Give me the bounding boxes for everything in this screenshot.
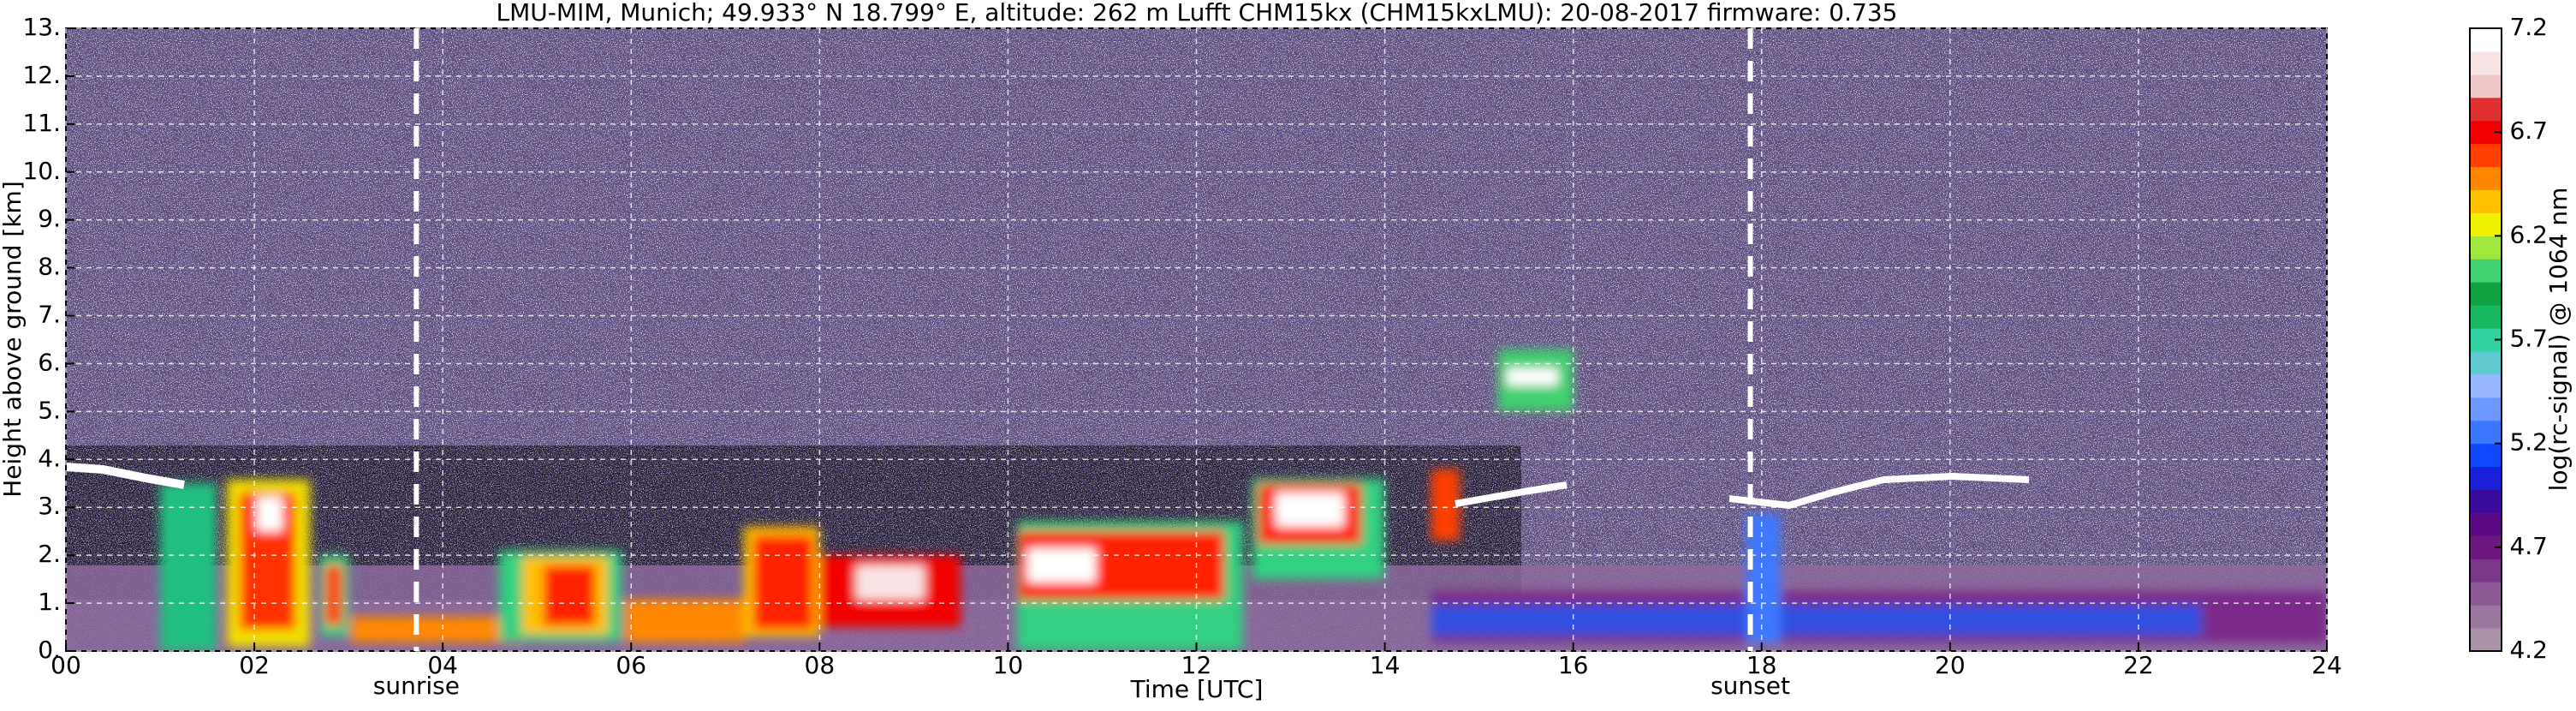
y-tick-label: 9. — [38, 205, 61, 233]
colorbar-swatch — [2470, 51, 2502, 75]
x-tick-label: 22 — [2123, 651, 2154, 679]
x-axis-label: Time [UTC] — [1130, 675, 1264, 703]
cloud — [1431, 469, 1460, 541]
cloud-top — [1728, 472, 2030, 510]
y-tick-label: 11. — [22, 109, 61, 137]
colorbar-swatch — [2470, 212, 2502, 236]
cloud — [257, 497, 283, 531]
colorbar-swatch — [2470, 236, 2502, 260]
y-tick-label: 6. — [38, 348, 61, 376]
colorbar-swatch — [2470, 466, 2502, 491]
y-tick-label: 5. — [38, 396, 61, 424]
annotation-label: sunrise — [373, 672, 460, 700]
colorbar-tick-label: 4.7 — [2509, 532, 2548, 560]
cloud — [625, 600, 745, 642]
colorbar-swatch — [2470, 489, 2502, 513]
y-tick-label: 3. — [38, 492, 61, 520]
cloud — [160, 483, 217, 651]
cloud — [1276, 493, 1344, 527]
colorbar-swatch — [2470, 305, 2502, 329]
colorbar-swatch — [2470, 443, 2502, 468]
colorbar-tick-label: 6.7 — [2509, 117, 2548, 145]
y-tick-label: 10. — [22, 157, 61, 185]
colorbar-swatch — [2470, 259, 2502, 283]
y-tick-label: 1. — [38, 588, 61, 616]
y-tick-label: 2. — [38, 540, 61, 568]
colorbar-swatch — [2470, 166, 2502, 190]
y-tick-label: 12. — [22, 61, 61, 89]
features — [160, 350, 2327, 651]
colorbar-swatch — [2470, 350, 2502, 375]
layer — [1431, 605, 2202, 636]
cloud — [753, 535, 813, 630]
colorbar-swatch — [2470, 582, 2502, 606]
colorbar-swatch — [2470, 282, 2502, 306]
cloud — [856, 565, 925, 600]
cloud — [351, 617, 522, 642]
cloud — [1507, 368, 1558, 385]
x-tick-label: 14 — [1370, 651, 1401, 679]
y-tick-label: 13. — [22, 13, 61, 41]
x-tick-label: 08 — [805, 651, 836, 679]
colorbar-swatch — [2470, 397, 2502, 421]
colorbar-swatch — [2470, 628, 2502, 652]
cloud — [544, 565, 595, 625]
x-tick-label: 16 — [1558, 651, 1589, 679]
cloud — [1027, 548, 1096, 583]
colorbar-swatch — [2470, 420, 2502, 445]
colorbar-swatch — [2470, 512, 2502, 536]
colorbar-swatch — [2470, 189, 2502, 213]
colorbar-label: log(rc-signal) @ 1064 nm — [2544, 188, 2573, 492]
x-tick-label: 20 — [1935, 651, 1966, 679]
x-tick-label: 04 — [427, 651, 458, 679]
colorbar-tick-label: 7.2 — [2509, 13, 2548, 41]
colorbar-tick-label: 4.2 — [2509, 636, 2548, 664]
colorbar-swatch — [2470, 97, 2502, 122]
colorbar-swatch — [2470, 28, 2502, 52]
colorbar-tick-label: 6.2 — [2509, 220, 2548, 248]
colorbar-swatch — [2470, 605, 2502, 629]
x-tick-label: 02 — [239, 651, 270, 679]
colorbar-swatch — [2470, 373, 2502, 398]
colorbar-tick-label: 5.2 — [2509, 428, 2548, 457]
y-tick-label: 7. — [38, 301, 61, 329]
y-tick-label: 8. — [38, 253, 61, 281]
colorbar-tick-label: 5.7 — [2509, 325, 2548, 353]
chart-title: LMU-MIM, Munich; 49.933° N 18.799° E, al… — [497, 0, 1898, 27]
colorbar-swatch — [2470, 74, 2502, 99]
x-tick-label: 12 — [1181, 651, 1212, 679]
annotation-label: sunset — [1710, 672, 1790, 700]
colorbar-swatch — [2470, 559, 2502, 583]
colorbar-swatch — [2470, 143, 2502, 168]
x-tick-label: 00 — [51, 651, 81, 679]
cloud-top — [1455, 481, 1568, 507]
y-tick-label: 0. — [38, 636, 61, 664]
cloud — [325, 565, 342, 625]
x-tick-label: 10 — [993, 651, 1024, 679]
y-tick-label: 4. — [38, 444, 61, 472]
x-tick-label: 06 — [616, 651, 646, 679]
cloud-top — [66, 463, 185, 489]
x-tick-label: 24 — [2311, 651, 2342, 679]
y-axis-label: Height above ground [km] — [0, 181, 27, 498]
x-tick-label: 18 — [1746, 651, 1777, 679]
